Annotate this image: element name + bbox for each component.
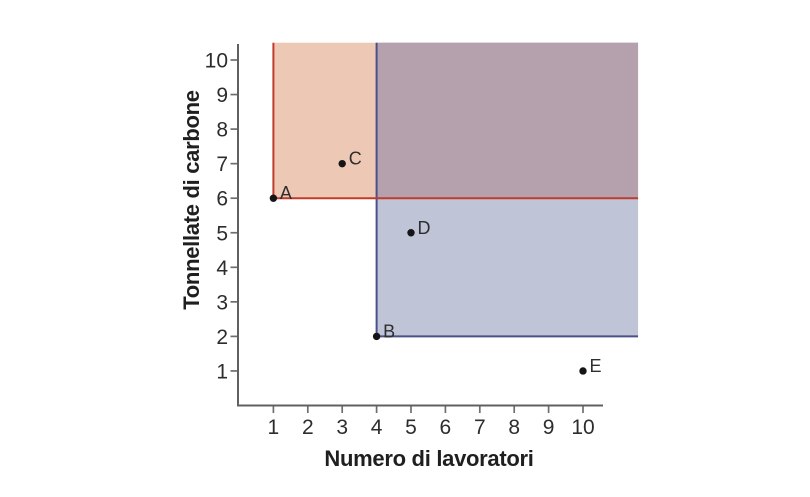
x-tick-label-5: 5 xyxy=(405,416,417,439)
data-point-label-D: D xyxy=(418,218,431,238)
x-tick-label-7: 7 xyxy=(474,416,486,439)
y-tick-label-4: 4 xyxy=(216,257,228,280)
x-tick-label-4: 4 xyxy=(371,416,383,439)
x-tick-label-9: 9 xyxy=(543,416,555,439)
y-tick-label-7: 7 xyxy=(216,153,228,176)
data-point-label-A: A xyxy=(280,183,292,203)
y-tick-label-8: 8 xyxy=(216,119,228,142)
x-axis-title: Numero di lavoratori xyxy=(324,446,534,471)
x-tick-label-1: 1 xyxy=(268,416,280,439)
x-tick-label-6: 6 xyxy=(440,416,452,439)
data-point-label-E: E xyxy=(590,356,602,376)
data-point-E xyxy=(579,367,587,375)
data-point-D xyxy=(407,229,415,237)
y-tick-label-10: 10 xyxy=(205,50,228,73)
y-tick-label-9: 9 xyxy=(216,84,228,107)
data-point-A xyxy=(269,194,278,202)
x-tick-label-10: 10 xyxy=(571,416,594,439)
y-tick-label-1: 1 xyxy=(216,360,228,383)
region-overlap xyxy=(376,42,639,199)
x-tick-label-8: 8 xyxy=(508,416,520,439)
y-axis-title: Tonnellate di carbone xyxy=(179,90,204,310)
y-tick-label-2: 2 xyxy=(216,326,228,349)
data-point-label-C: C xyxy=(349,149,362,169)
y-tick-label-6: 6 xyxy=(216,188,228,211)
data-point-C xyxy=(338,159,346,168)
x-tick-label-3: 3 xyxy=(336,416,348,439)
x-tick-label-2: 2 xyxy=(302,416,314,439)
y-tick-label-3: 3 xyxy=(216,291,228,314)
data-point-label-B: B xyxy=(383,321,395,341)
y-tick-label-5: 5 xyxy=(216,222,228,245)
data-point-B xyxy=(372,332,381,341)
